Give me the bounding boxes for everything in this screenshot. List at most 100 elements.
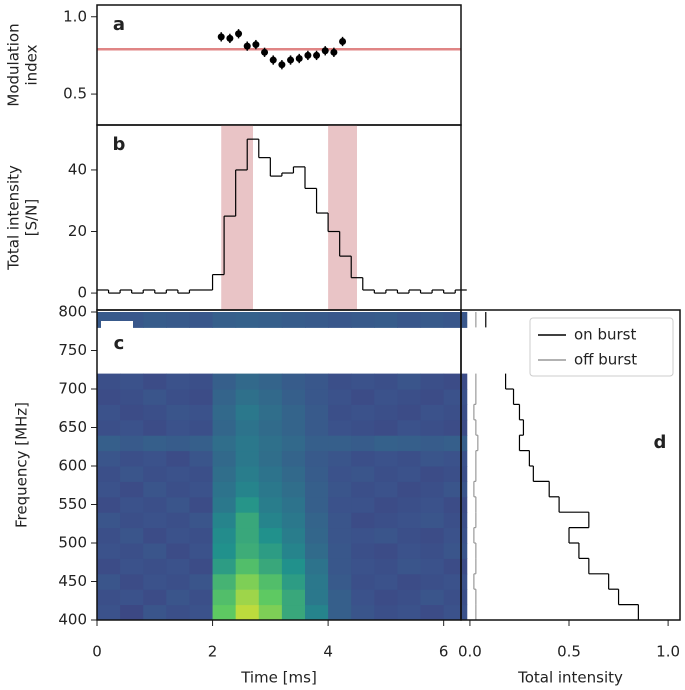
heatmap-cell xyxy=(305,450,329,467)
y-axis-label: [S/N] xyxy=(23,199,41,237)
heatmap-cell xyxy=(120,419,144,436)
heatmap-cell xyxy=(443,481,468,498)
heatmap-cell xyxy=(420,435,445,452)
heatmap-cell xyxy=(420,512,445,529)
heatmap-cell xyxy=(420,312,445,328)
heatmap-cell xyxy=(235,604,260,621)
heatmap-cell xyxy=(258,404,283,421)
heatmap-cell xyxy=(328,512,352,529)
x-tick-label: 4 xyxy=(323,643,333,661)
heatmap-cell xyxy=(328,481,352,498)
heatmap-cell xyxy=(443,604,468,621)
heatmap-cell xyxy=(397,558,422,575)
x-axis-label: Time [ms] xyxy=(240,669,317,687)
data-point xyxy=(235,30,243,38)
heatmap-cell xyxy=(97,435,121,452)
heatmap-cell xyxy=(420,543,445,559)
heatmap-cell xyxy=(305,312,329,328)
heatmap-cell xyxy=(235,573,260,590)
heatmap-cell xyxy=(166,404,190,421)
heatmap-cell xyxy=(443,373,468,390)
heatmap-cell xyxy=(189,312,214,328)
heatmap-cell xyxy=(189,543,214,559)
y-axis-label: Total intensity xyxy=(5,165,23,271)
heatmap-cell xyxy=(281,404,306,421)
data-point xyxy=(295,55,303,63)
heatmap-cell xyxy=(443,543,468,559)
heatmap-cell xyxy=(351,481,375,498)
heatmap-cell xyxy=(212,527,237,544)
heatmap-cell xyxy=(212,573,237,590)
heatmap-cell xyxy=(305,419,329,436)
heatmap-cell xyxy=(166,450,190,467)
heatmap-cell xyxy=(374,404,398,421)
heatmap-cell xyxy=(143,312,167,328)
heatmap-cell xyxy=(281,373,306,390)
heatmap-cell xyxy=(143,496,167,513)
heatmap-cell xyxy=(166,496,190,513)
data-point xyxy=(339,37,347,45)
heatmap-cell xyxy=(305,435,329,452)
x-tick-label: 2 xyxy=(208,643,218,661)
heatmap-cell xyxy=(258,466,283,482)
heatmap-cell xyxy=(189,435,214,452)
heatmap-cell xyxy=(305,512,329,529)
heatmap-cell xyxy=(97,389,121,405)
heatmap-cell xyxy=(420,450,445,467)
heatmap-cell xyxy=(351,389,375,405)
heatmap-cell xyxy=(189,496,214,513)
heatmap-cell xyxy=(397,481,422,498)
heatmap-cell xyxy=(281,543,306,559)
heatmap-cell xyxy=(328,589,352,606)
y-axis-label: Frequency [MHz] xyxy=(13,402,31,528)
heatmap-cell xyxy=(305,543,329,559)
heatmap-cell xyxy=(166,512,190,529)
heatmap-cell xyxy=(120,389,144,405)
heatmap-cell xyxy=(328,373,352,390)
heatmap-cell xyxy=(351,512,375,529)
heatmap-cell xyxy=(258,496,283,513)
heatmap-cell xyxy=(235,589,260,606)
heatmap-cell xyxy=(397,389,422,405)
heatmap-cell xyxy=(212,481,237,498)
heatmap-cell xyxy=(212,466,237,482)
heatmap-cell xyxy=(166,419,190,436)
heatmap-cell xyxy=(166,573,190,590)
heatmap-cell xyxy=(374,512,398,529)
y-tick-label: 800 xyxy=(58,303,87,321)
heatmap-cell xyxy=(397,543,422,559)
heatmap-cell xyxy=(258,389,283,405)
heatmap-cell xyxy=(212,512,237,529)
heatmap-cell xyxy=(374,419,398,436)
heatmap-cell xyxy=(328,573,352,590)
heatmap-cell xyxy=(328,527,352,544)
heatmap-cell xyxy=(328,604,352,621)
heatmap-cell xyxy=(143,604,167,621)
heatmap-cell xyxy=(143,389,167,405)
heatmap-cell xyxy=(212,389,237,405)
heatmap-cell xyxy=(97,604,121,621)
heatmap-cell xyxy=(235,543,260,559)
heatmap-cell xyxy=(420,589,445,606)
heatmap-cell xyxy=(420,389,445,405)
heatmap-cell xyxy=(281,389,306,405)
heatmap-cell xyxy=(120,558,144,575)
heatmap-cell xyxy=(351,466,375,482)
heatmap-cell xyxy=(212,496,237,513)
heatmap-cell xyxy=(281,481,306,498)
heatmap-cell xyxy=(351,450,375,467)
heatmap-cell xyxy=(374,373,398,390)
x-tick-label: 0.0 xyxy=(458,643,482,661)
y-axis-label: index xyxy=(23,44,41,85)
heatmap-cell xyxy=(374,558,398,575)
shaded-region xyxy=(221,125,253,310)
heatmap-cell xyxy=(189,589,214,606)
heatmap-cell xyxy=(97,558,121,575)
heatmap-cell xyxy=(281,527,306,544)
heatmap-cell xyxy=(120,589,144,606)
heatmap-cell xyxy=(212,435,237,452)
heatmap-cell xyxy=(258,450,283,467)
data-point xyxy=(217,33,225,41)
heatmap-cell xyxy=(120,435,144,452)
heatmap-cell xyxy=(235,481,260,498)
